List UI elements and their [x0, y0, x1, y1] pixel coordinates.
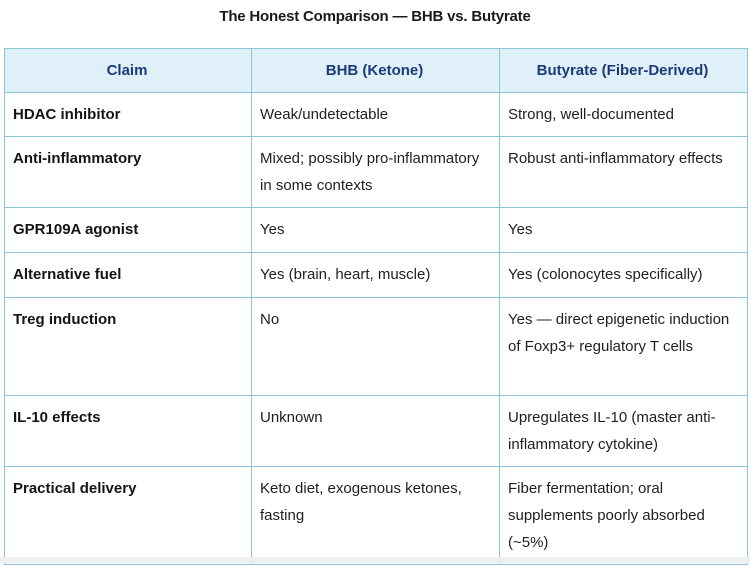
- bhb-cell: Weak/undetectable: [251, 92, 500, 137]
- table-row: Treg induction No Yes — direct epigeneti…: [4, 297, 748, 396]
- table-row: HDAC inhibitor Weak/undetectable Strong,…: [4, 92, 748, 137]
- butyrate-cell: Yes (colonocytes specifically): [499, 252, 748, 298]
- claim-cell: Alternative fuel: [4, 252, 252, 298]
- butyrate-cell: Yes: [499, 207, 748, 253]
- table-row: Practical delivery Keto diet, exogenous …: [4, 466, 748, 565]
- header-claim: Claim: [4, 48, 252, 93]
- header-butyrate: Butyrate (Fiber-Derived): [499, 48, 748, 93]
- table-row: GPR109A agonist Yes Yes: [4, 207, 748, 253]
- butyrate-cell: Upregulates IL-10 (master anti-inflammat…: [499, 395, 748, 467]
- claim-cell: GPR109A agonist: [4, 207, 252, 253]
- comparison-table: Claim BHB (Ketone) Butyrate (Fiber-Deriv…: [4, 48, 748, 565]
- page-title: The Honest Comparison — BHB vs. Butyrate: [219, 8, 531, 25]
- claim-cell: Anti-inflammatory: [4, 136, 252, 208]
- table-row: Anti-inflammatory Mixed; possibly pro-in…: [4, 136, 748, 208]
- bhb-cell: Keto diet, exogenous ketones, fasting: [251, 466, 500, 565]
- butyrate-cell: Yes — direct epigenetic induction of Fox…: [499, 297, 748, 396]
- header-bhb: BHB (Ketone): [251, 48, 500, 93]
- bhb-cell: Yes: [251, 207, 500, 253]
- butyrate-cell: Strong, well-documented: [499, 92, 748, 137]
- bhb-cell: Unknown: [251, 395, 500, 467]
- bhb-cell: No: [251, 297, 500, 396]
- butyrate-cell: Robust anti-inflammatory effects: [499, 136, 748, 208]
- bhb-cell: Mixed; possibly pro-inflammatory in some…: [251, 136, 500, 208]
- bhb-cell: Yes (brain, heart, muscle): [251, 252, 500, 298]
- butyrate-cell: Fiber fermentation; oral supplements poo…: [499, 466, 748, 565]
- claim-cell: Treg induction: [4, 297, 252, 396]
- table-header-row: Claim BHB (Ketone) Butyrate (Fiber-Deriv…: [4, 48, 748, 93]
- bottom-band: [0, 557, 750, 563]
- claim-cell: IL-10 effects: [4, 395, 252, 467]
- table-row: Alternative fuel Yes (brain, heart, musc…: [4, 252, 748, 298]
- claim-cell: HDAC inhibitor: [4, 92, 252, 137]
- claim-cell: Practical delivery: [4, 466, 252, 565]
- table-row: IL-10 effects Unknown Upregulates IL-10 …: [4, 395, 748, 467]
